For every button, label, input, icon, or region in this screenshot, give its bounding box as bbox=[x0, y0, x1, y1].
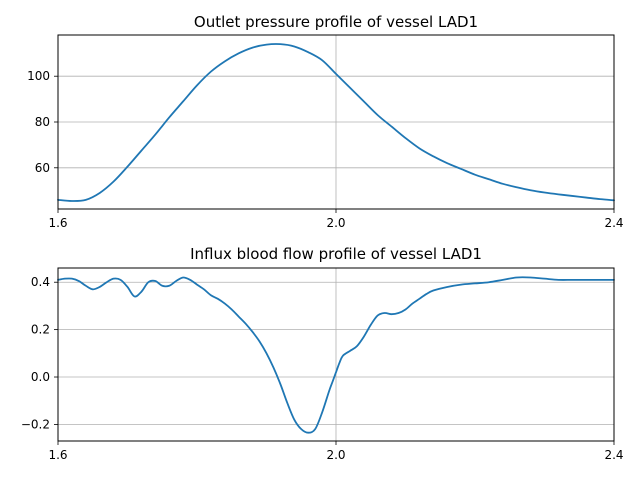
pressure-ticks: 1.6 2.0 2.4 60 80 100 bbox=[27, 69, 623, 230]
pressure-y-tick-label: 100 bbox=[27, 69, 50, 83]
flow-y-tick-label: 0.0 bbox=[31, 370, 50, 384]
flow-grid bbox=[57, 268, 615, 441]
pressure-x-tick-label: 2.4 bbox=[604, 216, 623, 230]
pressure-grid bbox=[57, 35, 615, 209]
flow-chart-title: Influx blood flow profile of vessel LAD1 bbox=[190, 245, 482, 263]
flow-x-tick-label: 2.4 bbox=[604, 448, 623, 462]
pressure-x-tick-label: 2.0 bbox=[326, 216, 345, 230]
flow-x-tick-label: 2.0 bbox=[326, 448, 345, 462]
flow-ticks: 1.6 2.0 2.4 −0.2 0.0 0.2 0.4 bbox=[21, 275, 624, 462]
flow-y-tick-label: 0.2 bbox=[31, 323, 50, 337]
pressure-x-tick-label: 1.6 bbox=[48, 216, 67, 230]
flow-y-tick-label: 0.4 bbox=[31, 275, 50, 289]
pressure-subplot: Outlet pressure profile of vessel LAD1 1… bbox=[27, 13, 623, 230]
pressure-chart-title: Outlet pressure profile of vessel LAD1 bbox=[194, 13, 478, 31]
flow-series-line bbox=[57, 276, 615, 434]
flow-subplot: Influx blood flow profile of vessel LAD1… bbox=[21, 245, 624, 462]
pressure-series-line bbox=[57, 43, 615, 202]
pressure-y-tick-label: 80 bbox=[35, 115, 50, 129]
pressure-y-tick-label: 60 bbox=[35, 161, 50, 175]
flow-x-tick-label: 1.6 bbox=[48, 448, 67, 462]
flow-y-tick-label: −0.2 bbox=[21, 417, 50, 431]
